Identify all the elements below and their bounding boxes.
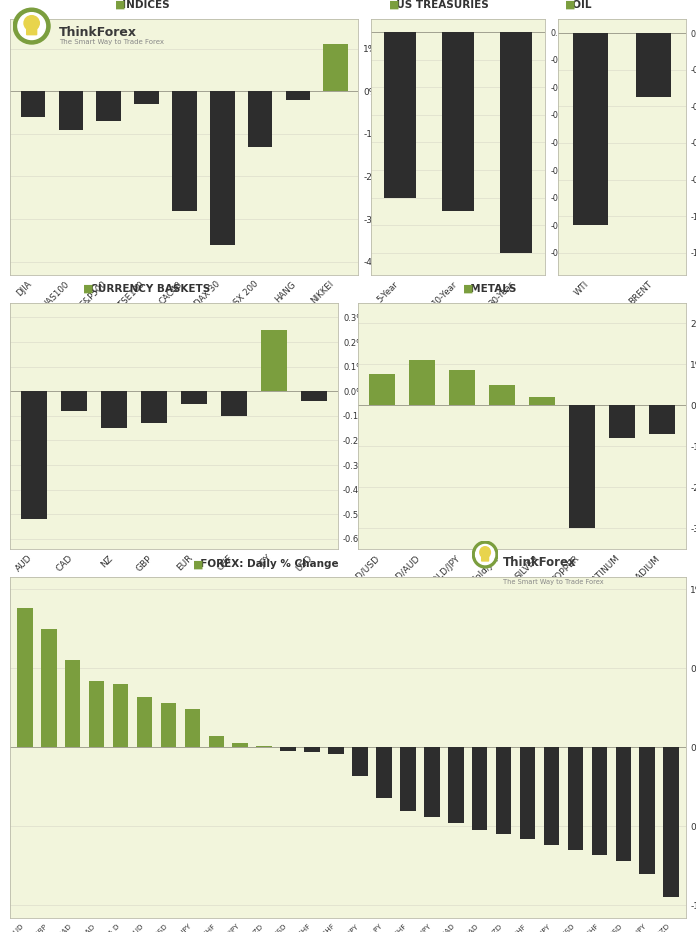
Bar — [409, 360, 435, 405]
Text: ■: ■ — [463, 284, 473, 295]
Bar — [369, 375, 395, 405]
Bar — [280, 747, 296, 750]
Text: FOREX: Daily % Change: FOREX: Daily % Change — [193, 559, 338, 569]
Bar — [573, 34, 608, 226]
Bar — [181, 391, 207, 404]
Text: The Smart Way to Trade Forex: The Smart Way to Trade Forex — [59, 39, 164, 45]
Bar — [134, 91, 159, 104]
Bar — [472, 747, 487, 829]
Bar — [21, 91, 45, 116]
Bar — [65, 661, 81, 747]
Bar — [22, 391, 47, 519]
Bar — [449, 370, 475, 405]
Text: INDICES: INDICES — [115, 0, 169, 9]
Text: ■: ■ — [564, 0, 576, 9]
Bar — [61, 391, 88, 411]
Bar — [136, 697, 152, 747]
Bar — [443, 33, 475, 212]
Bar — [261, 330, 287, 391]
Bar — [496, 747, 512, 834]
Bar — [529, 397, 555, 405]
Bar — [636, 34, 671, 97]
Bar — [615, 747, 631, 861]
Bar — [324, 44, 348, 91]
Bar — [184, 709, 200, 747]
Circle shape — [480, 547, 491, 558]
Text: ■: ■ — [83, 284, 93, 295]
Bar — [304, 747, 320, 752]
Text: ■: ■ — [193, 559, 203, 569]
Bar — [17, 609, 33, 747]
Bar — [569, 405, 594, 528]
Bar — [608, 405, 635, 438]
Bar — [113, 684, 128, 747]
Bar — [102, 391, 127, 428]
Bar — [568, 747, 583, 850]
Text: ■: ■ — [115, 0, 125, 9]
Text: OIL: OIL — [564, 0, 592, 9]
Bar — [663, 747, 679, 898]
Text: US TREASURIES: US TREASURIES — [389, 0, 489, 9]
Bar — [210, 91, 235, 245]
Text: CURRENCY BASKETS: CURRENCY BASKETS — [83, 284, 209, 295]
Bar — [544, 747, 560, 845]
Bar — [329, 747, 344, 754]
FancyBboxPatch shape — [482, 555, 489, 561]
Bar — [500, 33, 532, 253]
Bar — [232, 743, 248, 747]
Bar — [209, 736, 224, 747]
Bar — [489, 385, 515, 405]
Bar — [161, 703, 176, 747]
Bar — [376, 747, 392, 798]
Bar — [41, 629, 56, 747]
Text: ThinkForex: ThinkForex — [59, 26, 137, 39]
Text: The Smart Way to Trade Forex: The Smart Way to Trade Forex — [503, 580, 604, 585]
Bar — [424, 747, 440, 817]
Bar — [141, 391, 167, 423]
Circle shape — [473, 541, 498, 568]
Bar — [172, 91, 197, 211]
Circle shape — [475, 544, 495, 565]
Text: METALS: METALS — [463, 284, 516, 295]
Circle shape — [18, 13, 45, 39]
FancyBboxPatch shape — [26, 27, 37, 34]
Bar — [592, 747, 607, 855]
Bar — [352, 747, 367, 775]
Circle shape — [13, 8, 50, 44]
Bar — [384, 33, 416, 198]
Bar — [97, 91, 121, 121]
Bar — [520, 747, 535, 839]
Circle shape — [24, 16, 39, 31]
Bar — [58, 91, 84, 130]
Bar — [248, 91, 272, 146]
Text: ■: ■ — [389, 0, 400, 9]
Bar — [221, 391, 247, 416]
Text: ThinkForex: ThinkForex — [503, 556, 577, 569]
Bar — [301, 391, 327, 401]
Bar — [89, 681, 104, 747]
Bar — [649, 405, 674, 434]
Bar — [285, 91, 310, 100]
Bar — [640, 747, 655, 874]
Bar — [400, 747, 416, 811]
Bar — [256, 746, 272, 747]
Bar — [448, 747, 464, 823]
